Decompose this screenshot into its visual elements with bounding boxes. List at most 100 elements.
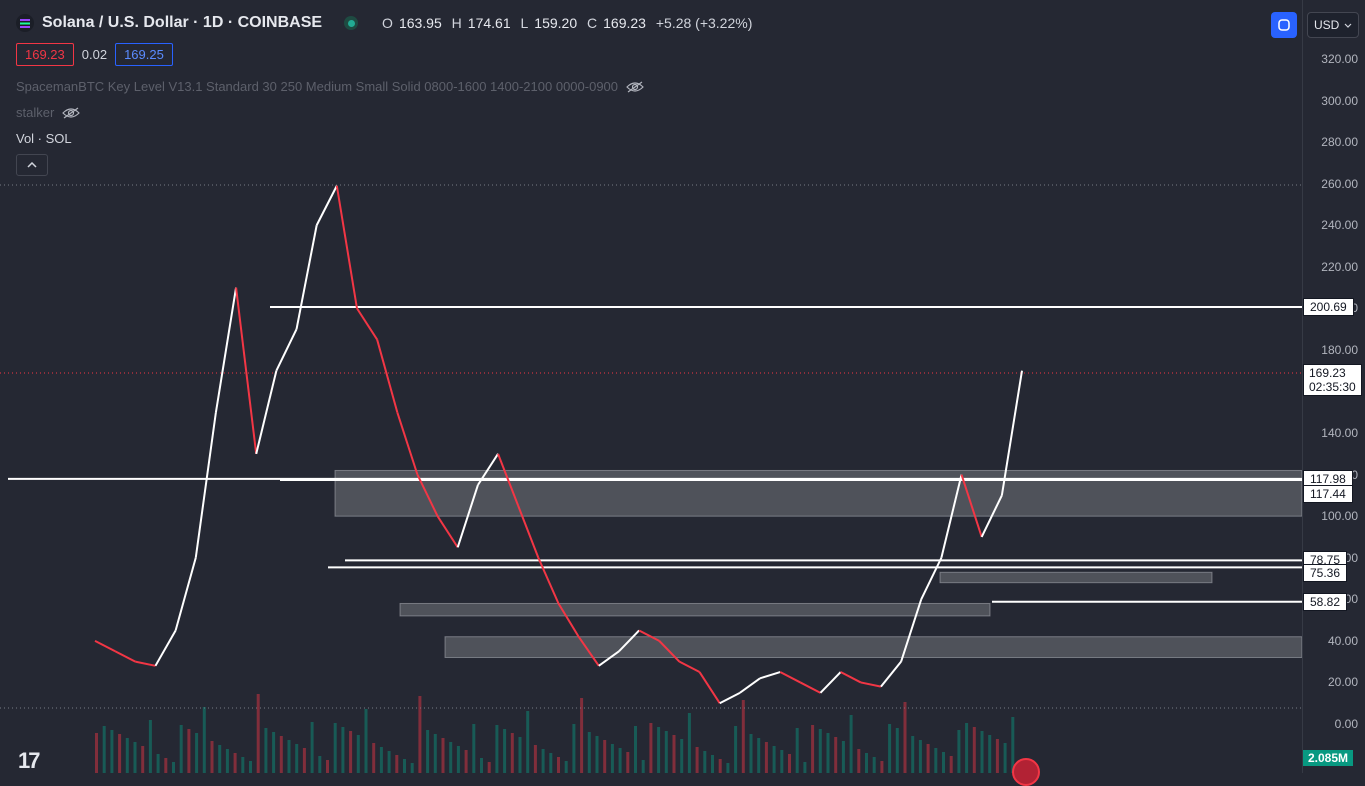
us-flag-icon[interactable] (1012, 758, 1040, 786)
price-segment (799, 681, 821, 694)
level-price-label: 200.69 (1303, 297, 1354, 316)
volume-bar (880, 761, 884, 773)
volume-bar (741, 700, 745, 773)
indicator-keylevel[interactable]: SpacemanBTC Key Level V13.1 Standard 30 … (16, 79, 644, 94)
volume-bar (418, 696, 422, 773)
level-price-label: 117.44 (1303, 484, 1353, 503)
volume-bar (849, 715, 853, 773)
volume-bars (95, 694, 1015, 773)
volume-bar (641, 760, 645, 773)
volume-bar (426, 730, 430, 773)
volume-bar (287, 740, 291, 773)
price-segment (456, 484, 479, 548)
trade-panel: 169.23 0.02 169.25 (16, 43, 173, 66)
volume-bar (95, 733, 98, 773)
volume-bar (972, 727, 976, 773)
volume-bar (318, 756, 322, 773)
price-segment (860, 681, 882, 688)
price-segment (658, 640, 681, 663)
symbol-title[interactable]: Solana / U.S. Dollar · 1D · COINBASE (42, 14, 323, 31)
bar-countdown: 02:35:30 (1309, 380, 1356, 394)
volume-bar (988, 735, 992, 773)
volume-bar (980, 731, 984, 773)
volume-bar (480, 758, 483, 773)
volume-bar (595, 736, 599, 773)
volume-bar (218, 745, 222, 773)
price-segment (396, 411, 419, 475)
volume-bar (164, 758, 168, 773)
volume-bar (148, 720, 152, 773)
volume-bar (857, 749, 861, 773)
volume-bar (603, 740, 607, 773)
price-segment (940, 474, 963, 558)
volume-bar (580, 698, 584, 773)
volume-bar (995, 739, 999, 773)
price-tick-label: 140.00 (1321, 426, 1358, 441)
volume-bar (110, 730, 114, 773)
volume-bar (903, 702, 907, 773)
price-segment (840, 671, 862, 684)
volume-bar (403, 759, 406, 773)
indicator-volume[interactable]: Vol · SOL (16, 131, 72, 146)
collapse-indicators-button[interactable] (16, 154, 48, 176)
eye-hidden-icon[interactable] (62, 107, 81, 119)
volume-bar (456, 746, 460, 773)
volume-bar (865, 753, 868, 773)
price-chart[interactable] (0, 0, 1302, 773)
eye-hidden-icon[interactable] (626, 81, 644, 93)
volume-bar (695, 747, 699, 773)
buy-button[interactable]: 169.25 (115, 43, 173, 66)
indicator-stalker[interactable]: stalker (16, 105, 81, 120)
volume-bar (503, 729, 507, 773)
price-segment (255, 370, 278, 455)
chevron-down-icon (1344, 23, 1352, 28)
price-segment (376, 339, 399, 413)
volume-bar (711, 755, 714, 773)
low-value: 159.20 (534, 15, 578, 31)
high-value: 174.61 (467, 15, 511, 31)
volume-bar (410, 763, 414, 773)
level-price-label: 58.82 (1303, 592, 1348, 611)
volume-bar (703, 751, 707, 773)
volume-value-label: 2.085M (1303, 750, 1354, 766)
volume-bar (872, 757, 876, 773)
market-status-icon[interactable] (344, 16, 359, 30)
price-segment (235, 287, 258, 454)
currency-select[interactable]: USD (1307, 12, 1359, 38)
volume-bar (1003, 743, 1007, 773)
volume-bar (141, 746, 145, 773)
volume-bar (803, 762, 807, 773)
key-level-zone (444, 636, 1302, 658)
price-segment (356, 307, 378, 341)
volume-bar (195, 733, 199, 773)
tradingview-logo[interactable]: 17 (18, 748, 41, 773)
volume-bar (687, 713, 691, 773)
volume-bar (118, 734, 122, 773)
volume-bar (449, 742, 453, 773)
price-segment (779, 671, 801, 684)
volume-bar (302, 748, 306, 773)
price-segment (577, 636, 600, 667)
price-segment (114, 650, 136, 663)
volume-bar (680, 739, 684, 773)
volume-bar (657, 727, 661, 773)
volume-bar (210, 741, 214, 773)
volume-bar (387, 751, 391, 773)
volume-bar (564, 761, 568, 773)
volume-bar (757, 738, 761, 773)
volume-bar (464, 750, 468, 773)
volume-bar (441, 738, 445, 773)
volume-bar (649, 723, 653, 773)
volume-bar (102, 726, 106, 773)
volume-bar (526, 711, 530, 773)
sync-button[interactable] (1271, 12, 1297, 38)
volume-bar (587, 732, 591, 773)
sync-icon (1278, 19, 1290, 31)
volume-bar (233, 753, 237, 773)
price-segment (295, 225, 318, 330)
volume-bar (672, 735, 676, 773)
volume-bar (734, 726, 738, 773)
key-level-zone (399, 602, 991, 617)
sell-button[interactable]: 169.23 (16, 43, 74, 66)
volume-bar (379, 747, 383, 773)
